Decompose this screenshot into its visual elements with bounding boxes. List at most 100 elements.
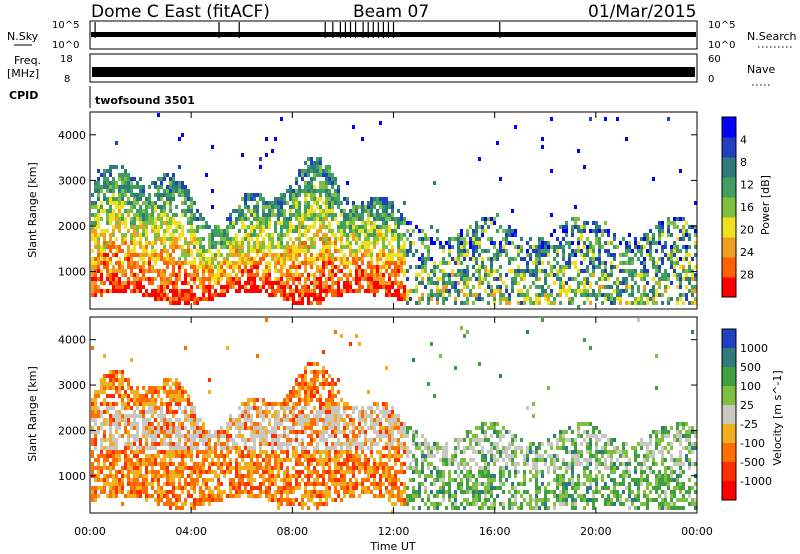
heatmap-cell [319, 273, 322, 277]
heatmap-cell [646, 233, 649, 237]
heatmap-cell [679, 249, 682, 253]
heatmap-cell [304, 402, 307, 406]
heatmap-cell [298, 173, 301, 177]
heatmap-cell [169, 253, 172, 257]
heatmap-cell [157, 490, 160, 494]
heatmap-cell [112, 458, 115, 462]
heatmap-cell [619, 241, 622, 245]
heatmap-cell [529, 253, 532, 257]
heatmap-cell [163, 502, 166, 506]
heatmap-cell [349, 273, 352, 277]
heatmap-cell [643, 273, 646, 277]
heatmap-cell [427, 277, 430, 281]
heatmap-cell [184, 498, 187, 502]
heatmap-cell [184, 410, 187, 414]
heatmap-cell [319, 297, 322, 301]
heatmap-cell [118, 450, 121, 454]
heatmap-cell [433, 281, 436, 285]
heatmap-cell [181, 133, 184, 137]
heatmap-cell [217, 486, 220, 490]
heatmap-cell [145, 470, 148, 474]
heatmap-cell [91, 346, 94, 350]
heatmap-cell [403, 249, 406, 253]
heatmap-cell [628, 245, 631, 249]
heatmap-cell [160, 205, 163, 209]
heatmap-cell [334, 382, 337, 386]
heatmap-cell [163, 281, 166, 285]
heatmap-cell [415, 285, 418, 289]
heatmap-cell [154, 442, 157, 446]
heatmap-cell [262, 213, 265, 217]
heatmap-cell [679, 257, 682, 261]
heatmap-cell [241, 253, 244, 257]
heatmap-cell [148, 386, 151, 390]
heatmap-cell [214, 442, 217, 446]
heatmap-cell [424, 257, 427, 261]
heatmap-cell [97, 394, 100, 398]
heatmap-cell [376, 257, 379, 261]
heatmap-cell [133, 225, 136, 229]
heatmap-cell [385, 265, 388, 269]
heatmap-cell [367, 201, 370, 205]
heatmap-cell [244, 289, 247, 293]
heatmap-cell [298, 394, 301, 398]
heatmap-cell [112, 213, 115, 217]
heatmap-cell [481, 257, 484, 261]
heatmap-cell [211, 277, 214, 281]
heatmap-cell [391, 253, 394, 257]
heatmap-cell [259, 193, 262, 197]
heatmap-cell [304, 169, 307, 173]
heatmap-cell [319, 402, 322, 406]
heatmap-cell [607, 297, 610, 301]
heatmap-cell [577, 273, 580, 277]
heatmap-cell [520, 269, 523, 273]
heatmap-cell [298, 301, 301, 305]
heatmap-cell [250, 482, 253, 486]
heatmap-cell [559, 265, 562, 269]
heatmap-cell [112, 285, 115, 289]
heatmap-cell [202, 458, 205, 462]
heatmap-cell [319, 193, 322, 197]
heatmap-cell [286, 277, 289, 281]
heatmap-cell [406, 269, 409, 273]
heatmap-cell [346, 442, 349, 446]
heatmap-cell [112, 442, 115, 446]
heatmap-cell [592, 245, 595, 249]
heatmap-cell [292, 486, 295, 490]
heatmap-cell [169, 261, 172, 265]
heatmap-cell [316, 386, 319, 390]
heatmap-cell [373, 277, 376, 281]
heatmap-cell [415, 249, 418, 253]
heatmap-cell [334, 430, 337, 434]
heatmap-cell [280, 233, 283, 237]
heatmap-cell [328, 414, 331, 418]
heatmap-cell [118, 386, 121, 390]
heatmap-cell [202, 434, 205, 438]
heatmap-cell [403, 293, 406, 297]
heatmap-cell [610, 261, 613, 265]
heatmap-cell [154, 185, 157, 189]
heatmap-cell [295, 414, 298, 418]
heatmap-cell [307, 277, 310, 281]
heatmap-cell [112, 289, 115, 293]
heatmap-cell [265, 201, 268, 205]
heatmap-cell [619, 261, 622, 265]
heatmap-cell [91, 450, 94, 454]
heatmap-cell [361, 245, 364, 249]
heatmap-cell [244, 474, 247, 478]
heatmap-cell [343, 245, 346, 249]
heatmap-cell [571, 241, 574, 245]
heatmap-cell [343, 229, 346, 233]
heatmap-cell [106, 446, 109, 450]
heatmap-cell [313, 466, 316, 470]
heatmap-cell [442, 257, 445, 261]
heatmap-cell [136, 386, 139, 390]
heatmap-cell [304, 245, 307, 249]
heatmap-cell [193, 245, 196, 249]
heatmap-cell [304, 249, 307, 253]
heatmap-cell [592, 221, 595, 225]
heatmap-cell [262, 285, 265, 289]
heatmap-cell [184, 277, 187, 281]
heatmap-cell [172, 249, 175, 253]
heatmap-cell [115, 281, 118, 285]
